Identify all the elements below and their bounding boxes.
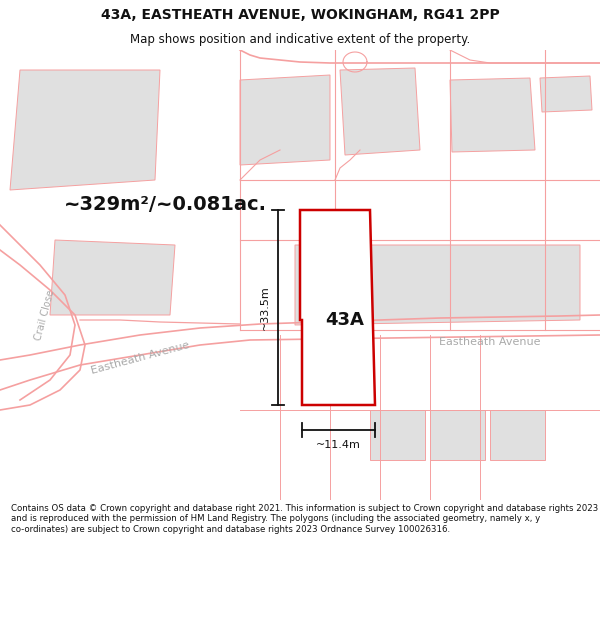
Text: 43A, EASTHEATH AVENUE, WOKINGHAM, RG41 2PP: 43A, EASTHEATH AVENUE, WOKINGHAM, RG41 2… xyxy=(101,8,499,22)
Polygon shape xyxy=(240,75,330,165)
Text: Eastheath Avenue: Eastheath Avenue xyxy=(439,337,541,347)
Text: ~11.4m: ~11.4m xyxy=(316,440,361,450)
Polygon shape xyxy=(300,210,375,405)
Bar xyxy=(430,410,485,460)
Polygon shape xyxy=(295,245,580,325)
Bar xyxy=(490,410,545,460)
Polygon shape xyxy=(340,68,420,155)
Text: Eastheath Avenue: Eastheath Avenue xyxy=(89,340,190,376)
Text: Contains OS data © Crown copyright and database right 2021. This information is : Contains OS data © Crown copyright and d… xyxy=(11,504,598,534)
Text: Map shows position and indicative extent of the property.: Map shows position and indicative extent… xyxy=(130,34,470,46)
Text: ~329m²/~0.081ac.: ~329m²/~0.081ac. xyxy=(64,196,266,214)
Polygon shape xyxy=(10,70,160,190)
Polygon shape xyxy=(450,78,535,152)
Text: Crail Close: Crail Close xyxy=(34,289,56,341)
Text: ~33.5m: ~33.5m xyxy=(260,285,270,330)
Bar xyxy=(370,410,425,460)
Text: 43A: 43A xyxy=(326,311,364,329)
Polygon shape xyxy=(540,76,592,112)
Polygon shape xyxy=(50,240,175,315)
